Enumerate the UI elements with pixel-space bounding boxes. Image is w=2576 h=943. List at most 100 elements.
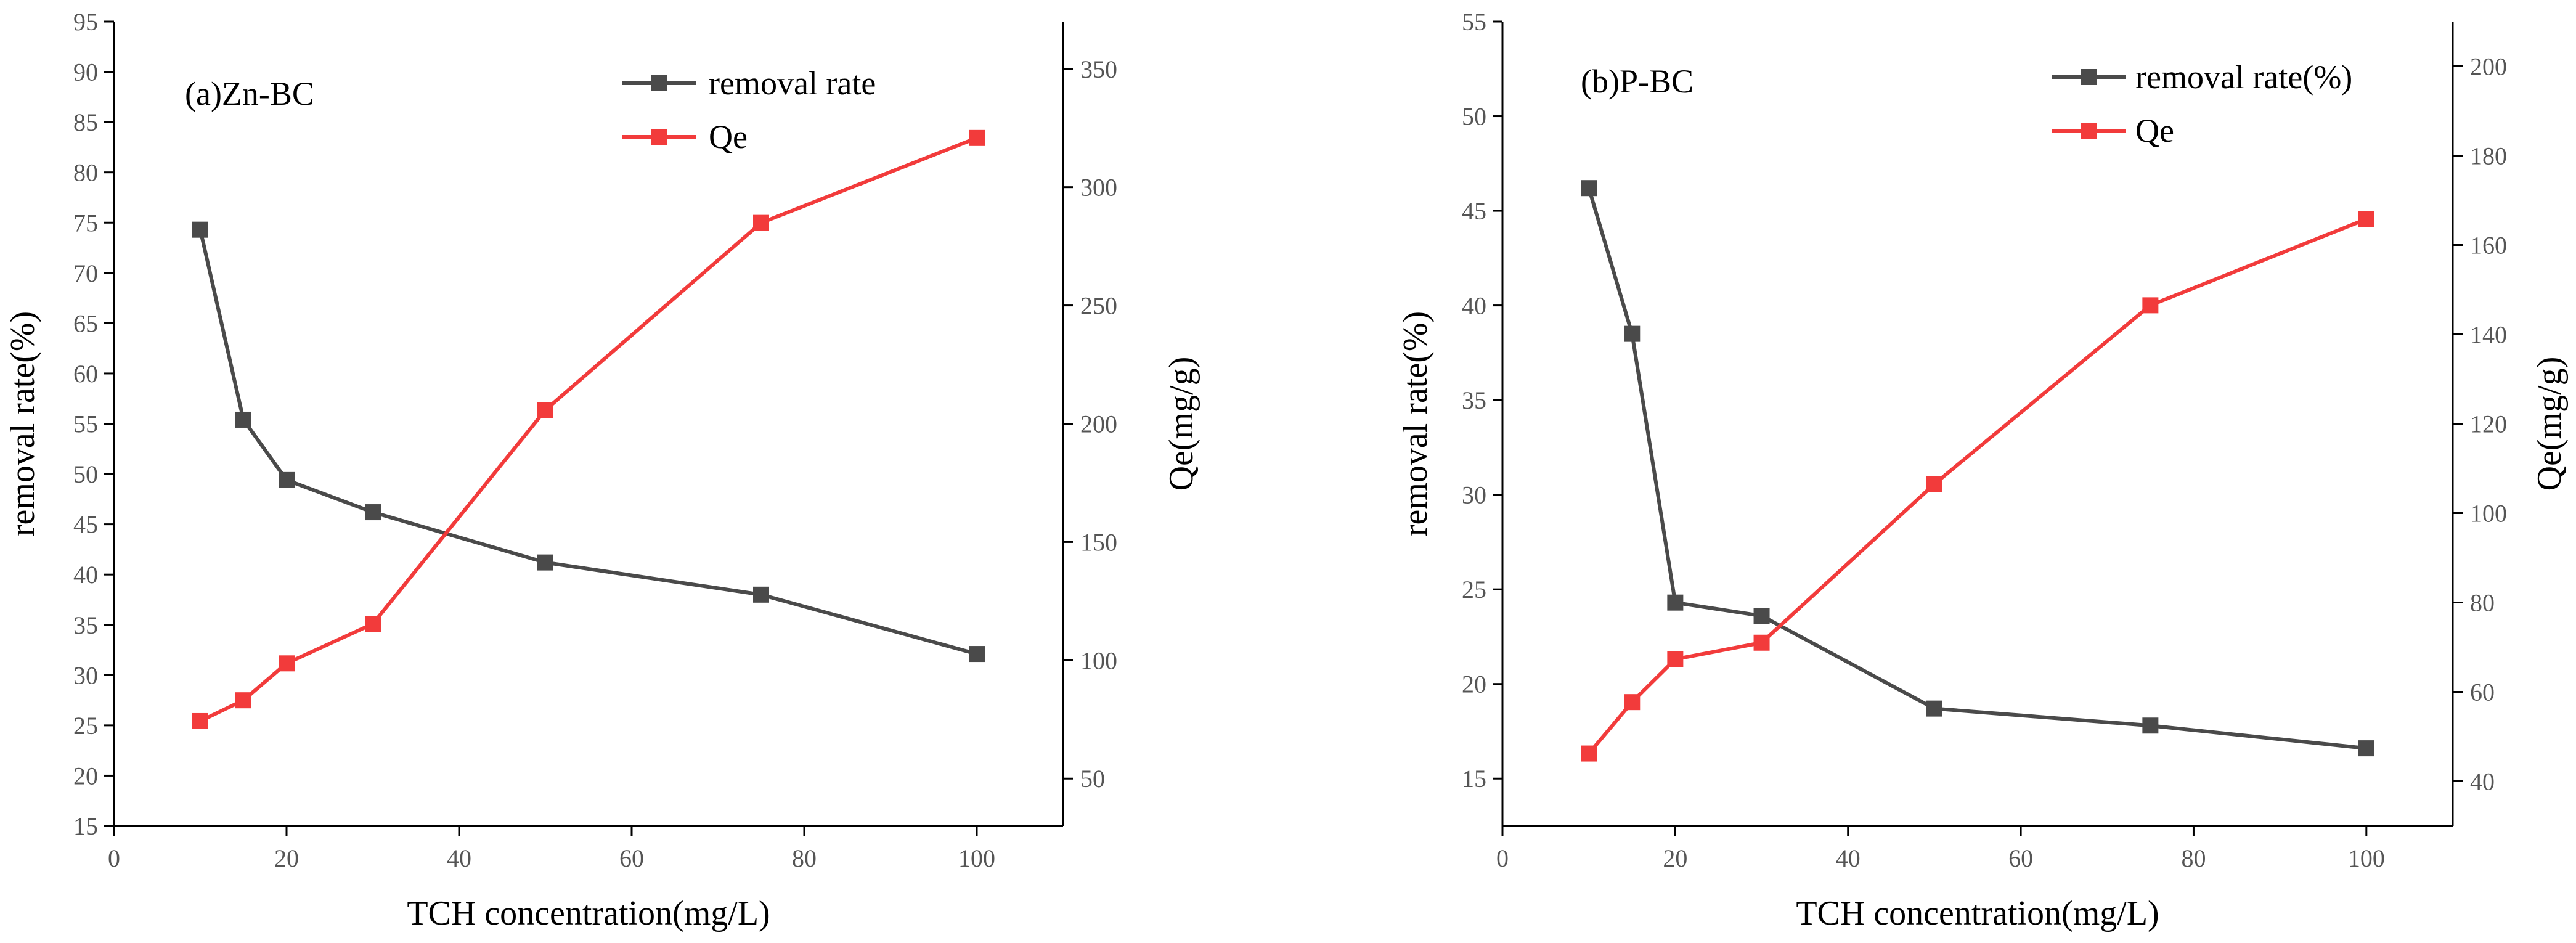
x-tick-label: 40 (1836, 844, 1861, 872)
removal-rate-series-line (1587, 187, 2367, 751)
y-tick-label: 15 (1462, 765, 1486, 793)
removal-rate-data-point (192, 221, 208, 238)
x-tick-label: 0 (1496, 844, 1509, 872)
y2-tick-label: 160 (2470, 232, 2507, 259)
y-tick-label: 70 (73, 259, 98, 287)
y-tick-label: 50 (1462, 103, 1486, 131)
y2-tick-label: 180 (2470, 142, 2507, 170)
x-tick-label: 100 (2348, 844, 2385, 872)
x-tick-label: 40 (447, 844, 471, 872)
y2-tick-label: 60 (2470, 679, 2495, 706)
chart-panel-b: 0 20 40 60 80 100 15 20 25 30 35 40 45 50 55 40 60 80 100 1… (1396, 8, 2569, 933)
legend-qe-label: Qe (2135, 112, 2174, 149)
panel-label: (b)P-BC (1581, 63, 1694, 100)
x-tick-label: 80 (2181, 844, 2206, 872)
legend-removal-rate-label: removal rate(%) (2135, 59, 2352, 96)
legend-removal-rate-marker (2081, 69, 2097, 85)
y-axis-title: removal rate(%) (4, 311, 42, 536)
y-tick-label: 75 (73, 209, 98, 237)
y-tick-label: 85 (73, 108, 98, 136)
qe-data-point (537, 402, 553, 418)
y-tick-label: 60 (73, 360, 98, 388)
qe-data-point (1753, 634, 1770, 651)
y2-tick-label: 300 (1080, 174, 1117, 202)
y-tick-label: 30 (1462, 481, 1486, 509)
qe-data-point (279, 655, 295, 672)
removal-rate-data-point (1753, 608, 1770, 624)
y2-tick-label: 200 (1080, 410, 1117, 438)
y-tick-label: 95 (73, 8, 98, 36)
removal-rate-data-point (1581, 180, 1597, 197)
removal-rate-data-point (969, 646, 985, 663)
y2-tick-label: 150 (1080, 528, 1117, 556)
y-tick-label: 35 (73, 611, 98, 639)
removal-rate-data-point (2358, 740, 2374, 757)
qe-data-point (1624, 694, 1641, 711)
removal-rate-data-point (753, 586, 769, 603)
qe-data-point (1667, 651, 1684, 667)
x-tick-label: 100 (958, 844, 995, 872)
removal-rate-data-point (1926, 700, 1942, 717)
y-tick-label: 80 (73, 159, 98, 187)
y2-axis-title: Qe(mg/g) (2530, 357, 2569, 491)
y-axis-title: removal rate(%) (1396, 311, 1435, 536)
y-tick-label: 65 (73, 309, 98, 337)
chart-panel-a: 0 20 40 60 80 100 15 20 25 30 35 40 45 50 55 60 65 70 75 80… (4, 8, 1200, 933)
qe-data-point (1926, 476, 1942, 492)
y-tick-label: 45 (73, 511, 98, 539)
legend-qe-label: Qe (709, 118, 748, 155)
y-tick-label: 30 (73, 661, 98, 689)
removal-rate-series-line (198, 229, 977, 656)
removal-rate-data-point (235, 411, 251, 428)
y-tick-label: 15 (73, 812, 98, 840)
y-tick-label: 40 (1462, 292, 1486, 320)
y-tick-label: 25 (1462, 576, 1486, 603)
x-axis-title: TCH concentration(mg/L) (1796, 894, 2159, 933)
qe-data-point (1581, 745, 1597, 762)
panel-label: (a)Zn-BC (185, 75, 314, 112)
y2-axis-title: Qe(mg/g) (1162, 357, 1200, 491)
removal-rate-data-point (1624, 325, 1641, 342)
y2-tick-label: 350 (1080, 55, 1117, 83)
legend-qe-marker (2081, 123, 2097, 139)
removal-rate-data-point (365, 504, 381, 521)
y-tick-label: 45 (1462, 197, 1486, 225)
y-tick-label: 90 (73, 59, 98, 86)
y-tick-label: 40 (73, 561, 98, 589)
y-tick-label: 55 (73, 410, 98, 438)
y2-tick-label: 250 (1080, 292, 1117, 320)
removal-rate-data-point (537, 554, 553, 571)
y-tick-label: 25 (73, 712, 98, 740)
legend-qe-marker (651, 129, 667, 145)
y2-tick-label: 50 (1080, 765, 1105, 793)
y2-tick-label: 200 (2470, 53, 2507, 81)
qe-data-point (2358, 211, 2374, 227)
x-tick-label: 20 (1663, 844, 1687, 872)
y-tick-label: 35 (1462, 386, 1486, 414)
qe-series-line (199, 136, 978, 723)
y2-tick-label: 100 (1080, 647, 1117, 674)
x-tick-label: 20 (274, 844, 299, 872)
x-tick-label: 60 (619, 844, 644, 872)
y2-tick-label: 140 (2470, 321, 2507, 349)
qe-data-point (753, 214, 769, 231)
y2-tick-label: 80 (2470, 589, 2495, 617)
y2-tick-label: 40 (2470, 768, 2495, 796)
x-tick-label: 0 (108, 844, 120, 872)
y-tick-label: 55 (1462, 8, 1486, 36)
y2-tick-label: 120 (2470, 410, 2507, 438)
qe-data-point (969, 129, 985, 146)
x-tick-label: 60 (2008, 844, 2033, 872)
x-tick-label: 80 (792, 844, 817, 872)
removal-rate-data-point (2142, 717, 2159, 734)
y-tick-label: 50 (73, 460, 98, 488)
removal-rate-data-point (1667, 594, 1684, 611)
x-axis-title: TCH concentration(mg/L) (407, 894, 770, 933)
qe-series-line (1587, 217, 2367, 755)
qe-data-point (192, 712, 208, 729)
y2-tick-label: 100 (2470, 500, 2507, 528)
qe-data-point (235, 692, 251, 709)
removal-rate-data-point (279, 472, 295, 488)
y-tick-label: 20 (1462, 671, 1486, 698)
